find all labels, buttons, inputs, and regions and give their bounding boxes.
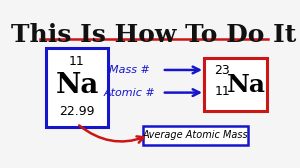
Text: Average Atomic Mass: Average Atomic Mass xyxy=(143,130,248,140)
Text: This Is How To Do It: This Is How To Do It xyxy=(11,23,296,47)
Text: Na: Na xyxy=(55,72,99,99)
FancyBboxPatch shape xyxy=(143,126,248,145)
FancyBboxPatch shape xyxy=(46,48,108,127)
FancyBboxPatch shape xyxy=(204,58,266,111)
Text: 22.99: 22.99 xyxy=(59,106,95,118)
Text: 11: 11 xyxy=(69,55,85,68)
Text: Mass #: Mass # xyxy=(109,65,150,75)
Text: 23: 23 xyxy=(214,64,230,77)
Text: 11: 11 xyxy=(214,86,230,98)
Text: Atomic #: Atomic # xyxy=(103,88,155,98)
Text: Na: Na xyxy=(226,73,266,97)
